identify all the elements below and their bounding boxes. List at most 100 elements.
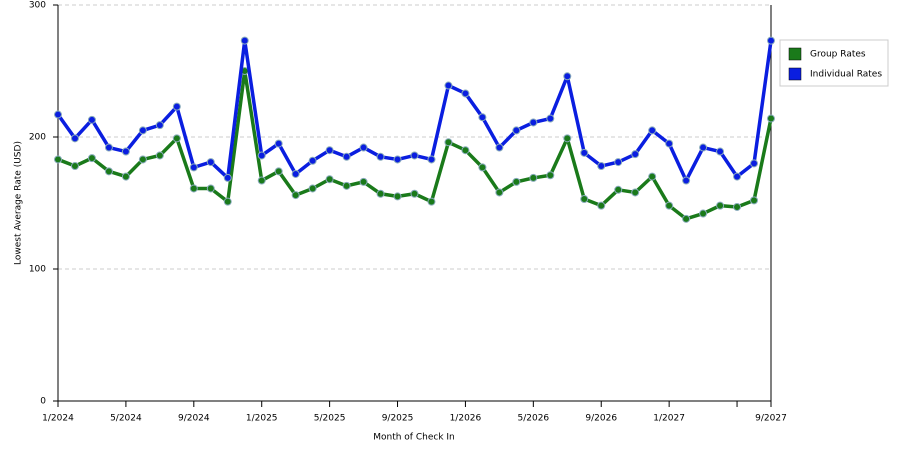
- point: [376, 152, 385, 161]
- x-tick-label: 1/2025: [246, 414, 278, 424]
- point: [172, 134, 181, 143]
- x-tick-label: 9/2027: [755, 414, 787, 424]
- x-axis-label: Month of Check In: [373, 433, 455, 443]
- point: [427, 155, 436, 164]
- point: [138, 126, 147, 135]
- point: [274, 139, 283, 148]
- x-tick-label: 1/2026: [450, 414, 482, 424]
- y-tick-label: 200: [29, 133, 46, 143]
- legend-label: Individual Rates: [810, 70, 882, 80]
- point: [631, 150, 640, 159]
- point: [172, 102, 181, 111]
- point: [410, 151, 419, 160]
- point: [393, 155, 402, 164]
- point: [597, 201, 606, 210]
- point: [342, 181, 351, 190]
- point: [716, 201, 725, 210]
- point: [410, 189, 419, 198]
- point: [495, 188, 504, 197]
- point: [87, 154, 96, 163]
- point: [614, 185, 623, 194]
- point: [597, 162, 606, 171]
- point: [648, 126, 657, 135]
- point: [580, 195, 589, 204]
- point: [529, 173, 538, 182]
- legend-swatch: [788, 67, 802, 81]
- point: [308, 184, 317, 193]
- x-tick-label: 5/2026: [517, 414, 549, 424]
- point: [54, 155, 62, 164]
- point: [359, 143, 368, 152]
- x-tick-label: 9/2024: [178, 414, 210, 424]
- point: [750, 196, 759, 205]
- point: [563, 72, 572, 81]
- point: [546, 171, 555, 180]
- point: [461, 146, 470, 155]
- point: [631, 188, 640, 197]
- point: [733, 172, 742, 181]
- point: [393, 192, 402, 201]
- point: [325, 146, 334, 155]
- x-tick-label: 1/2024: [42, 414, 74, 424]
- point: [427, 197, 436, 206]
- point: [155, 151, 164, 160]
- point: [614, 158, 623, 167]
- point: [291, 169, 300, 178]
- point: [155, 121, 164, 130]
- point: [767, 114, 775, 123]
- point: [206, 158, 215, 167]
- point: [121, 172, 130, 181]
- point: [240, 36, 249, 45]
- point: [138, 155, 147, 164]
- point: [189, 163, 198, 172]
- point: [342, 152, 351, 161]
- point: [376, 189, 385, 198]
- point: [563, 134, 572, 143]
- y-axis-label: Lowest Average Rate (USD): [14, 141, 24, 265]
- y-tick-label: 0: [40, 397, 46, 407]
- point: [257, 176, 266, 185]
- point: [512, 177, 521, 186]
- point: [767, 36, 775, 45]
- point: [716, 147, 725, 156]
- y-tick-label: 300: [29, 1, 46, 11]
- point: [70, 134, 79, 143]
- point: [750, 159, 759, 168]
- x-tick-label: 9/2025: [382, 414, 414, 424]
- point: [478, 113, 487, 122]
- legend-swatch: [788, 47, 802, 61]
- point: [325, 175, 334, 184]
- point: [461, 89, 470, 98]
- point: [444, 138, 453, 147]
- point: [223, 173, 232, 182]
- x-tick-label: 5/2025: [314, 414, 346, 424]
- point: [206, 184, 215, 193]
- point: [665, 139, 674, 148]
- point: [478, 163, 487, 172]
- point: [733, 202, 742, 211]
- point: [699, 209, 708, 218]
- series-line: [56, 38, 773, 183]
- point: [54, 110, 62, 119]
- point: [699, 143, 708, 152]
- point: [546, 114, 555, 123]
- point: [359, 177, 368, 186]
- point: [104, 167, 113, 176]
- point: [444, 81, 453, 90]
- point: [682, 214, 691, 223]
- y-tick-label: 100: [29, 265, 46, 275]
- point: [104, 143, 113, 152]
- point: [308, 156, 317, 165]
- point: [87, 115, 96, 124]
- x-tick-label: 5/2024: [110, 414, 142, 424]
- point: [70, 162, 79, 171]
- x-tick-label: 9/2026: [585, 414, 617, 424]
- point: [648, 172, 657, 181]
- point: [580, 148, 589, 157]
- point: [529, 118, 538, 127]
- point: [121, 147, 130, 156]
- point: [512, 126, 521, 135]
- point: [223, 197, 232, 206]
- legend-label: Group Rates: [810, 50, 866, 60]
